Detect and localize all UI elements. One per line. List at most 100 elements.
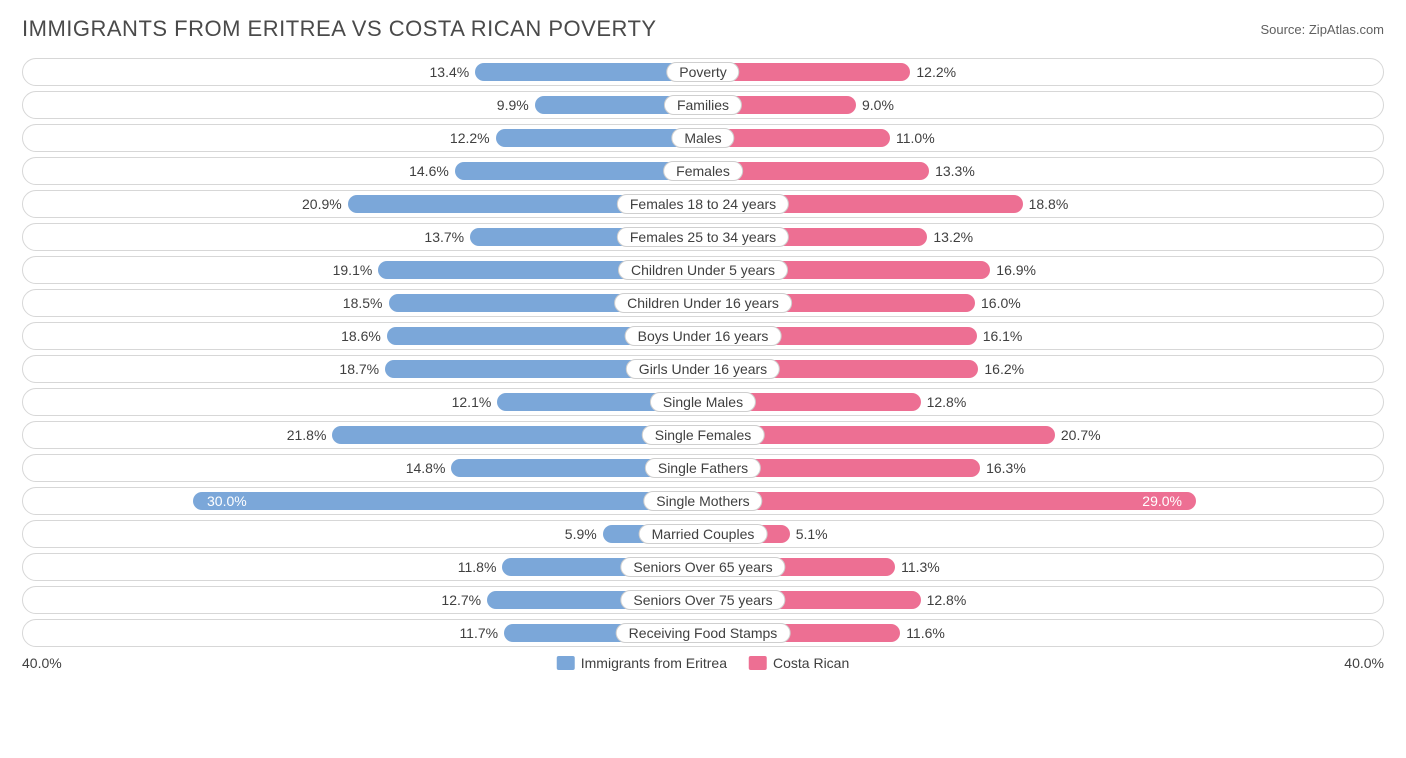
row-half-left: 12.1% bbox=[23, 389, 703, 415]
chart-row: 20.9% 18.8% Females 18 to 24 years bbox=[22, 190, 1384, 218]
row-half-left: 14.6% bbox=[23, 158, 703, 184]
chart-footer: 40.0% Immigrants from Eritrea Costa Rica… bbox=[22, 652, 1384, 674]
value-left: 11.8% bbox=[452, 559, 503, 575]
row-half-left: 12.2% bbox=[23, 125, 703, 151]
row-half-right: 29.0% bbox=[703, 488, 1383, 514]
row-half-right: 5.1% bbox=[703, 521, 1383, 547]
axis-max-right: 40.0% bbox=[1344, 655, 1384, 671]
row-half-right: 12.2% bbox=[703, 59, 1383, 85]
row-half-right: 11.3% bbox=[703, 554, 1383, 580]
value-left: 9.9% bbox=[491, 97, 535, 113]
chart-row: 13.7% 13.2% Females 25 to 34 years bbox=[22, 223, 1384, 251]
category-label: Married Couples bbox=[639, 524, 768, 544]
value-right: 16.9% bbox=[990, 262, 1042, 278]
legend: Immigrants from Eritrea Costa Rican bbox=[557, 655, 850, 671]
row-half-left: 18.6% bbox=[23, 323, 703, 349]
row-half-left: 18.7% bbox=[23, 356, 703, 382]
value-left: 18.6% bbox=[335, 328, 387, 344]
row-half-right: 13.3% bbox=[703, 158, 1383, 184]
legend-swatch-left bbox=[557, 656, 575, 670]
row-half-left: 11.8% bbox=[23, 554, 703, 580]
category-label: Receiving Food Stamps bbox=[616, 623, 791, 643]
chart-row: 12.7%12.8%Seniors Over 75 years bbox=[22, 586, 1384, 614]
chart-row: 12.2% 11.0% Males bbox=[22, 124, 1384, 152]
chart-row: 30.0%29.0%Single Mothers bbox=[22, 487, 1384, 515]
value-left: 18.7% bbox=[333, 361, 385, 377]
row-half-right: 11.6% bbox=[703, 620, 1383, 646]
value-right: 9.0% bbox=[856, 97, 900, 113]
row-half-left: 18.5% bbox=[23, 290, 703, 316]
category-label: Single Females bbox=[642, 425, 765, 445]
chart-title: IMMIGRANTS FROM ERITREA VS COSTA RICAN P… bbox=[22, 16, 657, 42]
row-half-right: 11.0% bbox=[703, 125, 1383, 151]
value-right: 13.3% bbox=[929, 163, 981, 179]
value-left: 30.0% bbox=[201, 493, 253, 509]
category-label: Families bbox=[664, 95, 742, 115]
row-half-left: 11.7% bbox=[23, 620, 703, 646]
value-left: 19.1% bbox=[327, 262, 379, 278]
row-half-left: 13.7% bbox=[23, 224, 703, 250]
source-label: Source: ZipAtlas.com bbox=[1260, 22, 1384, 37]
value-left: 11.7% bbox=[453, 625, 504, 641]
category-label: Females bbox=[663, 161, 743, 181]
category-label: Poverty bbox=[666, 62, 739, 82]
chart-row: 21.8%20.7%Single Females bbox=[22, 421, 1384, 449]
category-label: Children Under 16 years bbox=[614, 293, 792, 313]
legend-item-left: Immigrants from Eritrea bbox=[557, 655, 727, 671]
chart-row: 13.4% 12.2% Poverty bbox=[22, 58, 1384, 86]
legend-item-right: Costa Rican bbox=[749, 655, 849, 671]
row-half-left: 19.1% bbox=[23, 257, 703, 283]
value-right: 13.2% bbox=[927, 229, 979, 245]
row-half-left: 14.8% bbox=[23, 455, 703, 481]
value-right: 12.2% bbox=[910, 64, 962, 80]
row-half-left: 5.9% bbox=[23, 521, 703, 547]
row-half-right: 12.8% bbox=[703, 587, 1383, 613]
chart-row: 5.9%5.1%Married Couples bbox=[22, 520, 1384, 548]
row-half-right: 18.8% bbox=[703, 191, 1383, 217]
value-right: 11.6% bbox=[900, 625, 951, 641]
value-left: 13.4% bbox=[424, 64, 476, 80]
category-label: Girls Under 16 years bbox=[626, 359, 780, 379]
row-half-right: 16.2% bbox=[703, 356, 1383, 382]
chart-row: 18.6% 16.1% Boys Under 16 years bbox=[22, 322, 1384, 350]
category-label: Males bbox=[671, 128, 734, 148]
row-half-left: 9.9% bbox=[23, 92, 703, 118]
value-right: 18.8% bbox=[1023, 196, 1075, 212]
row-half-left: 30.0% bbox=[23, 488, 703, 514]
bar-right: 29.0% bbox=[703, 492, 1196, 510]
value-left: 14.6% bbox=[403, 163, 455, 179]
legend-swatch-right bbox=[749, 656, 767, 670]
row-half-right: 20.7% bbox=[703, 422, 1383, 448]
chart-row: 9.9% 9.0% Families bbox=[22, 91, 1384, 119]
chart-row: 12.1%12.8%Single Males bbox=[22, 388, 1384, 416]
value-right: 20.7% bbox=[1055, 427, 1107, 443]
category-label: Females 25 to 34 years bbox=[617, 227, 789, 247]
value-right: 16.0% bbox=[975, 295, 1027, 311]
header: IMMIGRANTS FROM ERITREA VS COSTA RICAN P… bbox=[22, 16, 1384, 42]
value-left: 20.9% bbox=[296, 196, 348, 212]
legend-label-right: Costa Rican bbox=[773, 655, 849, 671]
category-label: Boys Under 16 years bbox=[625, 326, 782, 346]
chart-row: 19.1%16.9%Children Under 5 years bbox=[22, 256, 1384, 284]
value-left: 14.8% bbox=[400, 460, 452, 476]
value-left: 18.5% bbox=[337, 295, 389, 311]
row-half-left: 13.4% bbox=[23, 59, 703, 85]
value-right: 12.8% bbox=[921, 394, 973, 410]
chart-row: 11.8%11.3%Seniors Over 65 years bbox=[22, 553, 1384, 581]
chart-row: 14.8%16.3%Single Fathers bbox=[22, 454, 1384, 482]
row-half-left: 20.9% bbox=[23, 191, 703, 217]
chart-row: 14.6% 13.3% Females bbox=[22, 157, 1384, 185]
value-left: 13.7% bbox=[418, 229, 470, 245]
chart-row: 18.7% 16.2%Girls Under 16 years bbox=[22, 355, 1384, 383]
row-half-right: 16.0% bbox=[703, 290, 1383, 316]
row-half-right: 9.0% bbox=[703, 92, 1383, 118]
category-label: Females 18 to 24 years bbox=[617, 194, 789, 214]
chart-row: 18.5% 16.0% Children Under 16 years bbox=[22, 289, 1384, 317]
value-right: 11.0% bbox=[890, 130, 941, 146]
value-left: 12.2% bbox=[444, 130, 496, 146]
value-right: 16.1% bbox=[977, 328, 1029, 344]
value-right: 12.8% bbox=[921, 592, 973, 608]
row-half-right: 16.9% bbox=[703, 257, 1383, 283]
bar-left: 30.0% bbox=[193, 492, 703, 510]
row-half-right: 13.2% bbox=[703, 224, 1383, 250]
